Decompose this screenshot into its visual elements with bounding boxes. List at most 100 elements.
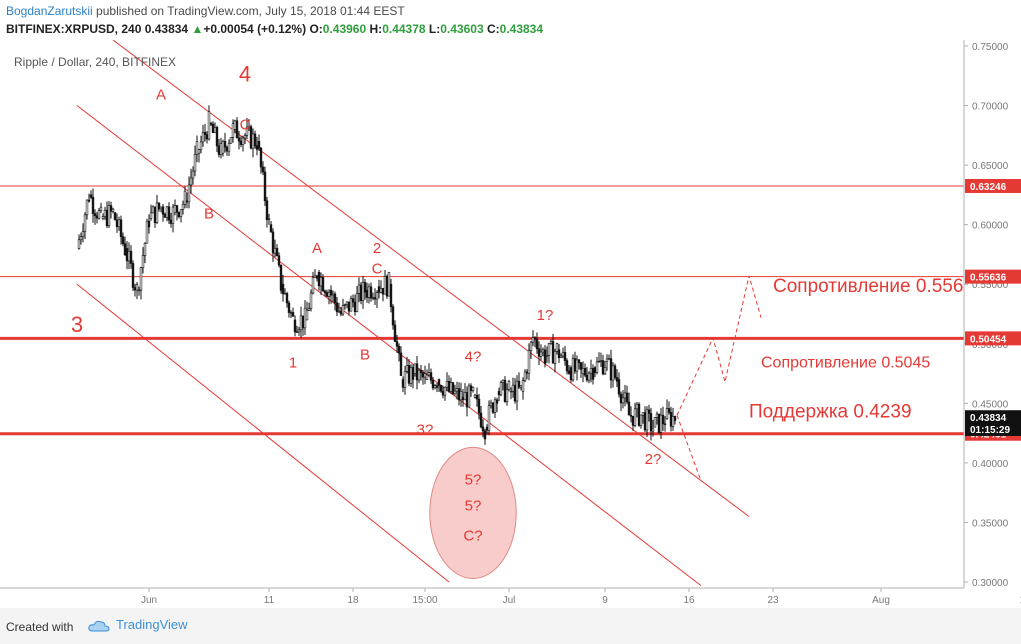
channel-line-2 xyxy=(76,283,450,583)
candle-body xyxy=(115,219,119,228)
candle-body xyxy=(323,290,327,294)
candle-body xyxy=(641,412,645,416)
x-tick-label: 23 xyxy=(767,595,779,606)
candle-body xyxy=(409,367,413,384)
y-tick-label: 0.30000 xyxy=(972,578,1009,589)
up-arrow-icon: ▲ xyxy=(191,22,204,36)
candle-body xyxy=(489,402,493,407)
candle-body xyxy=(649,413,653,432)
candle-body xyxy=(493,399,497,413)
candle-body xyxy=(501,379,505,383)
candle-body xyxy=(465,392,469,408)
candle-body xyxy=(585,374,589,381)
candle-body xyxy=(395,341,399,347)
candle-body xyxy=(445,381,449,388)
candle-body xyxy=(563,352,567,361)
candle-body xyxy=(579,362,583,370)
candle-body xyxy=(311,277,315,294)
candle-body xyxy=(481,426,485,432)
candle-body xyxy=(297,329,301,333)
candle-body xyxy=(363,282,367,293)
wave-label: 1? xyxy=(537,307,554,324)
candle-body xyxy=(459,391,463,401)
candle-body xyxy=(229,137,233,144)
candle-body xyxy=(329,289,333,296)
candle-body xyxy=(491,402,495,413)
candle-body xyxy=(539,351,543,357)
candle-body xyxy=(487,405,491,431)
candle-body xyxy=(457,388,461,401)
candle-body xyxy=(283,293,287,295)
candle-body xyxy=(603,367,607,375)
symbol-label[interactable]: BITFINEX:XRPUSD, 240 xyxy=(6,22,142,36)
candle-body xyxy=(559,355,563,359)
candle-body xyxy=(469,385,473,391)
candle-body xyxy=(339,310,343,315)
symbol-info: BITFINEX:XRPUSD, 240 0.43834 ▲+0.00054 (… xyxy=(6,22,543,36)
candle-body xyxy=(371,297,375,299)
candle-body xyxy=(271,231,275,254)
candle-body xyxy=(139,267,143,291)
close-label: C: xyxy=(486,22,500,36)
tradingview-link[interactable]: TradingView xyxy=(88,617,188,632)
y-tick-label: 0.35000 xyxy=(972,518,1009,529)
candle-body xyxy=(351,298,355,303)
candle-body xyxy=(359,284,363,301)
candle-body xyxy=(511,384,515,392)
created-with-text: Created with xyxy=(6,620,74,634)
candle-body xyxy=(217,145,221,155)
x-tick-label: Jun xyxy=(141,595,157,606)
candle-body xyxy=(333,293,337,304)
candle-body xyxy=(507,381,511,390)
level-annotation-0: Сопротивление 0.5565 xyxy=(773,276,974,297)
candle-body xyxy=(309,292,313,309)
candle-body xyxy=(551,341,555,364)
candle-body xyxy=(117,219,121,228)
candle-body xyxy=(97,210,101,219)
candle-body xyxy=(307,308,311,311)
candle-body xyxy=(545,355,549,357)
candle-body xyxy=(575,359,579,372)
candle-body xyxy=(353,301,357,312)
candles xyxy=(77,105,677,445)
candle-body xyxy=(369,286,373,299)
candle-body xyxy=(417,370,421,381)
author-link[interactable]: BogdanZarutskii xyxy=(6,4,93,18)
candle-body xyxy=(327,291,331,297)
candle-body xyxy=(337,310,341,313)
candle-body xyxy=(435,385,439,388)
candle-body xyxy=(147,220,151,228)
candle-body xyxy=(631,415,635,426)
candle-body xyxy=(233,120,237,130)
candle-body xyxy=(365,289,369,298)
x-tick-label: 9 xyxy=(602,595,608,606)
candle-body xyxy=(107,205,111,227)
candle-body xyxy=(669,412,673,427)
candle-body xyxy=(483,430,487,440)
candle-body xyxy=(87,199,91,202)
candle-body xyxy=(191,170,195,179)
candle-body xyxy=(375,292,379,300)
candle-body xyxy=(531,337,535,343)
candle-body xyxy=(595,361,599,373)
candle-body xyxy=(243,135,247,139)
candle-body xyxy=(381,287,385,295)
high-value: 0.44378 xyxy=(382,22,426,36)
candle-body xyxy=(567,370,571,374)
level-price-tag xyxy=(965,178,1021,193)
candle-body xyxy=(671,416,675,427)
price-chart[interactable]: 4 A C B 3 A 2 C 1 B 1? 4? 3? 2? 5? 5? C? Сопротивление 0.… xyxy=(0,40,1021,608)
candle-body xyxy=(153,206,157,224)
candle-body xyxy=(393,324,397,342)
candle-body xyxy=(611,365,615,381)
candle-body xyxy=(277,255,281,266)
candle-body xyxy=(647,409,651,414)
candle-body xyxy=(513,384,517,402)
candle-body xyxy=(533,337,537,340)
candle-body xyxy=(213,127,217,133)
level-annotation-2: Поддержка 0.4239 xyxy=(749,402,912,423)
candle-body xyxy=(591,367,595,380)
candle-body xyxy=(653,417,657,428)
chart-header: BogdanZarutskii published on TradingView… xyxy=(0,0,1021,40)
plot-layer: 4 A C B 3 A 2 C 1 B 1? 4? 3? 2? 5? 5? C? Сопротивление 0.… xyxy=(0,40,974,587)
